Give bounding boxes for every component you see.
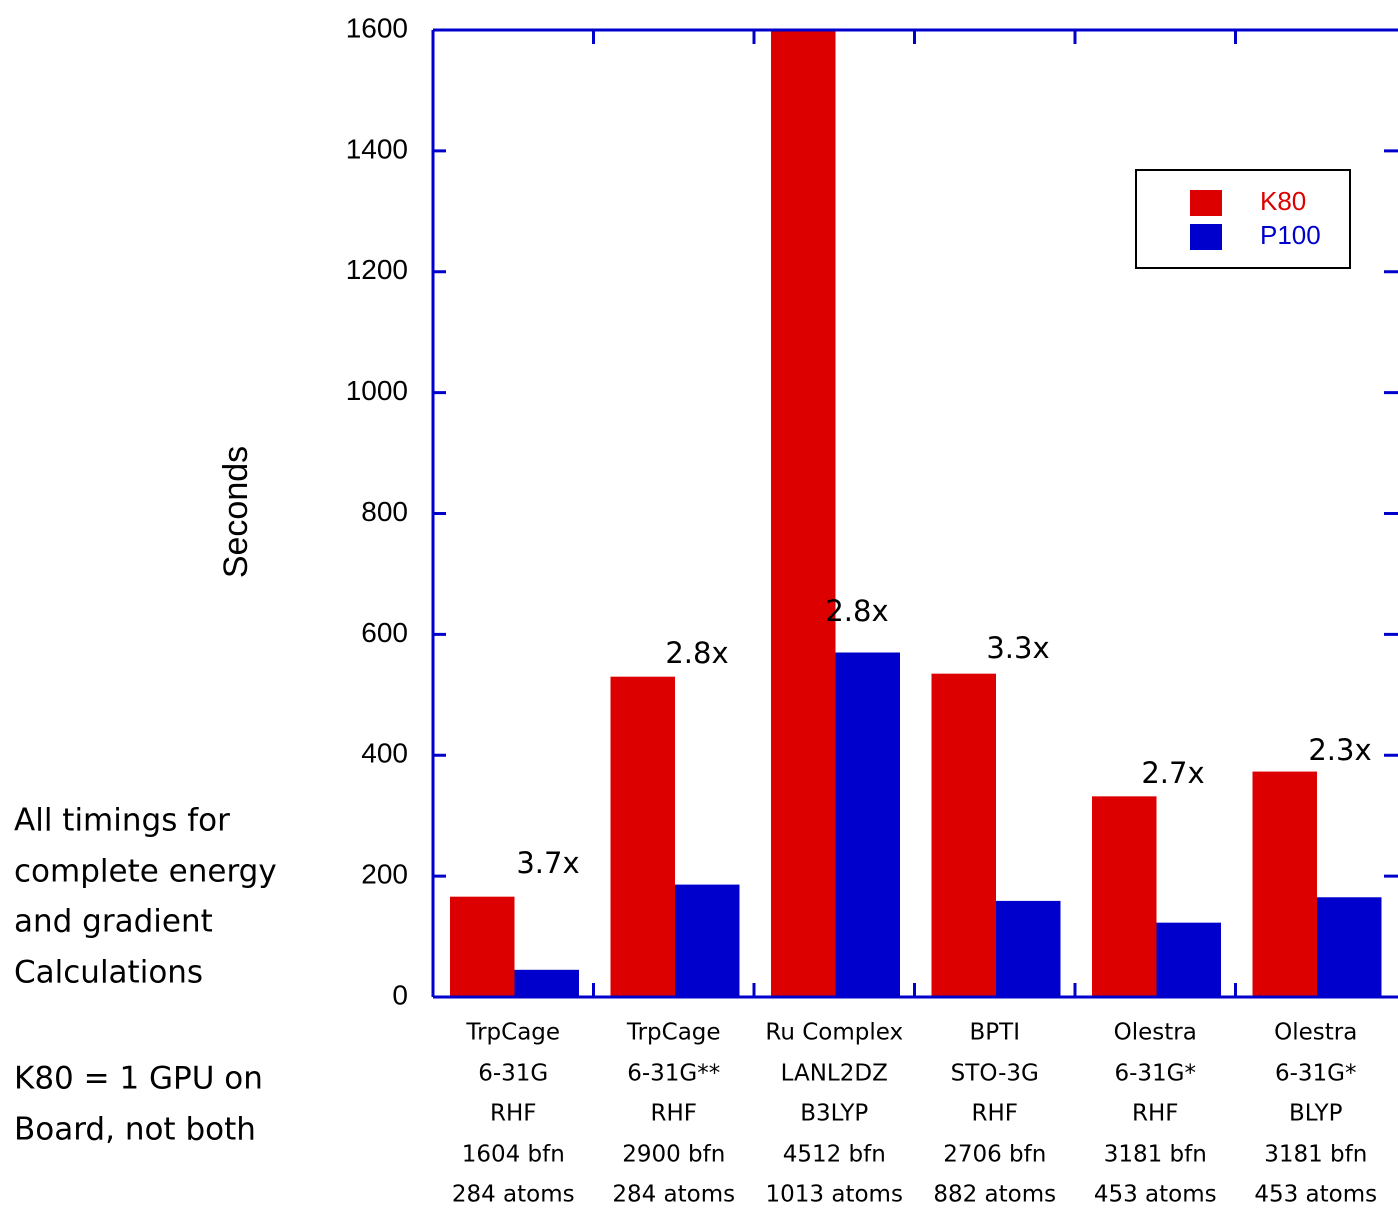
speedup-annotation: 2.3x	[1308, 733, 1371, 767]
x-tick-label: 1604 bfn	[462, 1142, 565, 1168]
x-tick-label: 4512 bfn	[783, 1142, 886, 1168]
x-tick-label: RHF	[1132, 1101, 1179, 1127]
bar	[1317, 897, 1382, 997]
legend-swatch	[1190, 190, 1222, 216]
x-tick-label: BLYP	[1289, 1101, 1343, 1127]
x-tick-label: TrpCage	[626, 1020, 721, 1046]
legend-swatch	[1190, 224, 1222, 250]
y-tick-label: 600	[361, 617, 408, 648]
bar	[1092, 796, 1157, 997]
x-tick-label: 6-31G*	[1114, 1061, 1196, 1087]
bar	[450, 896, 515, 997]
x-tick-label: Ru Complex	[765, 1020, 903, 1046]
x-tick-label: 453 atoms	[1094, 1182, 1217, 1208]
x-tick-label: 6-31G	[478, 1061, 548, 1087]
plot-area	[450, 30, 1382, 997]
x-tick-label: 2900 bfn	[622, 1142, 725, 1168]
y-tick-label: 200	[361, 859, 408, 890]
x-tick-label: RHF	[490, 1101, 537, 1127]
x-tick-label: STO-3G	[951, 1061, 1039, 1087]
bar	[771, 30, 836, 997]
bar	[675, 884, 740, 997]
side-note: Board, not both	[14, 1112, 256, 1148]
legend-box	[1135, 169, 1351, 269]
side-note: K80 = 1 GPU on	[14, 1061, 263, 1097]
y-tick-label: 1000	[346, 375, 408, 406]
x-tick-label: 284 atoms	[612, 1182, 735, 1208]
x-tick-label: 1013 atoms	[766, 1182, 903, 1208]
x-tick-label: 3181 bfn	[1264, 1142, 1367, 1168]
x-tick-label: B3LYP	[800, 1101, 868, 1127]
x-tick-label: Olestra	[1274, 1020, 1357, 1046]
bar	[1252, 771, 1317, 997]
y-tick-label: 1400	[346, 133, 408, 164]
x-tick-label: 284 atoms	[452, 1182, 575, 1208]
x-tick-label: 3181 bfn	[1104, 1142, 1207, 1168]
speedup-annotation: 2.8x	[665, 636, 728, 670]
speedup-annotation: 2.8x	[825, 594, 888, 628]
side-note: Calculations	[14, 955, 203, 991]
x-tick-label: 6-31G**	[627, 1061, 720, 1087]
x-tick-label: 2706 bfn	[943, 1142, 1046, 1168]
x-tick-label: TrpCage	[465, 1020, 560, 1046]
side-note: All timings for	[14, 803, 230, 839]
y-tick-label: 1200	[346, 254, 408, 285]
x-tick-label: LANL2DZ	[781, 1061, 888, 1087]
bar	[514, 969, 579, 997]
bar	[1156, 922, 1221, 997]
side-note: and gradient	[14, 904, 213, 940]
y-tick-label: 400	[361, 738, 408, 769]
x-tick-label: Olestra	[1114, 1020, 1197, 1046]
speedup-annotation: 3.3x	[986, 631, 1049, 665]
x-tick-label: 6-31G*	[1275, 1061, 1357, 1087]
x-tick-label: BPTI	[970, 1020, 1020, 1046]
x-tick-label: RHF	[650, 1101, 697, 1127]
y-tick-label: 1600	[346, 12, 408, 43]
legend-label: K80	[1260, 186, 1306, 216]
y-tick-label: 0	[392, 979, 408, 1010]
x-tick-label: 453 atoms	[1254, 1182, 1377, 1208]
speedup-annotation: 2.7x	[1141, 756, 1204, 790]
bar	[835, 652, 900, 997]
bar	[996, 900, 1061, 997]
y-axis-label: Seconds	[217, 446, 255, 578]
bar	[610, 676, 675, 997]
bar	[931, 673, 996, 997]
y-tick-label: 800	[361, 496, 408, 527]
x-tick-label: 882 atoms	[933, 1182, 1056, 1208]
side-note: complete energy	[14, 854, 277, 890]
speedup-annotation: 3.7x	[516, 846, 579, 880]
legend-label: P100	[1260, 220, 1321, 250]
x-tick-label: RHF	[971, 1101, 1018, 1127]
